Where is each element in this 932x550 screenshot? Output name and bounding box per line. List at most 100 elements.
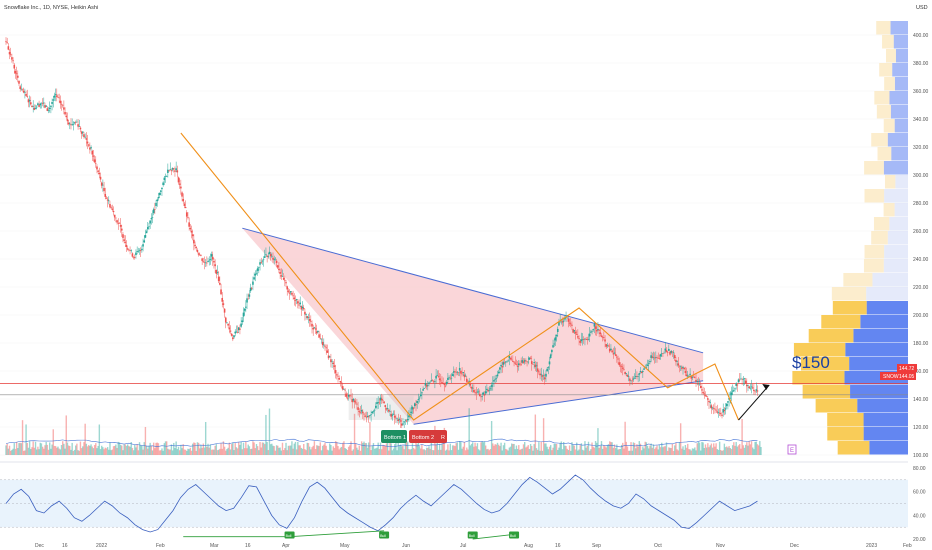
time-tick-label: Dec: [35, 543, 44, 549]
candle-body: [655, 357, 657, 358]
candle-body: [593, 323, 596, 327]
candle-body: [211, 256, 214, 260]
candle-body: [276, 265, 279, 268]
volume-bar: [631, 450, 633, 455]
candle-body: [506, 361, 508, 363]
candle-body: [392, 413, 395, 415]
volume-bar: [477, 449, 480, 455]
volume-bar: [207, 443, 209, 455]
candle-body: [285, 282, 287, 284]
volume-bar: [199, 448, 201, 455]
volume-bar: [275, 445, 278, 455]
volume-bar: [515, 445, 518, 455]
volume-bar: [742, 445, 744, 455]
volume-bar: [274, 450, 277, 455]
volume-bar: [579, 445, 581, 455]
volume-bar: [586, 445, 589, 455]
volume-bar: [191, 443, 194, 455]
candle-body: [12, 60, 14, 62]
candle-body: [321, 341, 324, 346]
volume-bar: [381, 449, 383, 455]
volume-bar: [194, 442, 196, 455]
price-tick-label: 380.00: [913, 61, 929, 67]
volume-bar: [305, 450, 307, 455]
candle-body: [385, 408, 388, 410]
volume-bar: [202, 443, 205, 455]
candle-body: [339, 381, 342, 383]
candle-body: [556, 328, 559, 332]
candle-body: [286, 286, 289, 290]
volume-bar: [245, 441, 247, 455]
volume-bar: [33, 447, 36, 455]
candle-body: [313, 327, 316, 329]
candle-body: [48, 107, 51, 109]
profile-bar-down: [832, 301, 867, 315]
candle-body: [679, 365, 682, 367]
volume-bar: [748, 441, 750, 455]
candle-body: [144, 234, 147, 238]
volume-bar: [384, 446, 386, 455]
candle-body: [32, 105, 34, 107]
candle-body: [532, 363, 534, 365]
volume-bar: [366, 447, 369, 455]
candle-body: [388, 409, 390, 412]
bottom1-tag[interactable]: Bottom 1: [381, 430, 407, 443]
volume-bar: [77, 450, 79, 455]
volume-bar: [519, 449, 521, 455]
volume-bar: [650, 443, 652, 455]
candle-body: [598, 329, 600, 331]
candle-body: [111, 208, 114, 210]
volume-bar: [749, 444, 752, 455]
volume-bar: [60, 445, 63, 455]
volume-bar: [428, 446, 430, 455]
volume-bar: [78, 450, 80, 455]
candle-body: [206, 262, 208, 264]
candle-body: [131, 253, 134, 257]
volume-bar: [565, 445, 567, 455]
candle-body: [715, 409, 717, 411]
candle-body: [595, 330, 598, 332]
volume-bar: [614, 448, 617, 455]
candle-body: [676, 361, 678, 362]
candle-body: [280, 275, 283, 277]
candle-body: [112, 210, 115, 213]
volume-bar: [735, 442, 737, 455]
candle-body: [202, 261, 205, 263]
volume-bar: [438, 443, 441, 455]
candle-body: [5, 41, 7, 43]
candle-body: [33, 107, 36, 110]
candle-body: [509, 357, 512, 360]
volume-bar: [534, 414, 537, 455]
price-tick-label: 120.00: [913, 425, 929, 431]
volume-bar: [272, 445, 274, 455]
volume-bar: [528, 448, 531, 455]
volume-bar: [557, 449, 559, 455]
candle-body: [71, 124, 73, 125]
volume-bar: [204, 421, 207, 455]
volume-bar: [630, 442, 632, 455]
volume-bar: [47, 449, 50, 455]
volume-bar: [461, 448, 463, 455]
candle-body: [517, 363, 520, 366]
price-tick-label: 200.00: [913, 313, 929, 319]
volume-bar: [632, 442, 635, 455]
volume-bar: [111, 449, 114, 455]
candle-body: [217, 276, 220, 282]
panel-badge[interactable]: E: [787, 444, 797, 455]
profile-bar-down: [827, 427, 864, 441]
candle-body: [76, 121, 78, 123]
volume-bar: [369, 422, 371, 455]
candle-body: [616, 356, 618, 358]
volume-bar: [638, 441, 641, 455]
price-tick-label: 140.00: [913, 397, 929, 403]
price-tick-label: 300.00: [913, 173, 929, 179]
volume-bar: [613, 444, 616, 455]
candle-body: [136, 251, 138, 252]
bottom2-tag[interactable]: Bottom 2 R: [409, 430, 447, 443]
candle-body: [389, 411, 391, 412]
candle-body: [60, 103, 63, 105]
volume-bar: [91, 446, 93, 455]
volume-bar: [526, 446, 528, 455]
volume-bar: [567, 450, 570, 455]
candle-body: [744, 380, 747, 384]
